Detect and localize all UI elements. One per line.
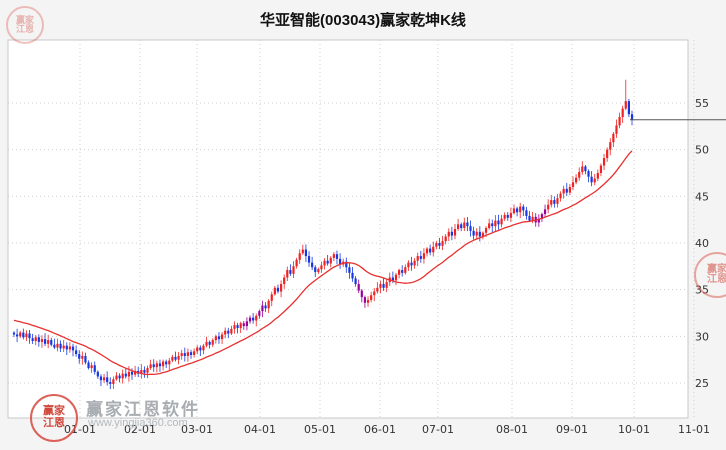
watermark-stamp-text: 赢家: [707, 263, 726, 275]
watermark-stamp-right-icon: 赢家 江恩: [694, 252, 726, 298]
svg-text:03-01: 03-01: [181, 423, 213, 436]
svg-text:06-01: 06-01: [364, 423, 396, 436]
svg-text:07-01: 07-01: [422, 423, 454, 436]
svg-text:05-01: 05-01: [304, 423, 336, 436]
watermark-stamp-text: 江恩: [43, 417, 65, 429]
svg-text:02-01: 02-01: [124, 423, 156, 436]
watermark-stamp-top-left-icon: 赢家 江恩: [6, 6, 44, 44]
svg-text:04-01: 04-01: [244, 423, 276, 436]
watermark-brand-text: 赢家江恩软件: [86, 400, 200, 419]
watermark-stamp-text: 江恩: [707, 274, 726, 285]
watermark-stamp-text: 江恩: [15, 24, 34, 34]
svg-text:45: 45: [695, 190, 709, 203]
watermark-stamp-text: 赢家: [43, 405, 65, 418]
svg-text:55: 55: [695, 97, 709, 110]
svg-text:30: 30: [695, 330, 709, 343]
svg-text:11-01: 11-01: [678, 423, 710, 436]
watermark-stamp-text: 赢家: [15, 14, 34, 25]
svg-text:40: 40: [695, 237, 709, 250]
watermark-url-text: www.yingjia360.com: [88, 417, 188, 429]
svg-text:50: 50: [695, 144, 709, 157]
chart-title: 华亚智能(003043)赢家乾坤K线: [260, 12, 466, 29]
svg-text:09-01: 09-01: [556, 423, 588, 436]
svg-text:25: 25: [695, 377, 709, 390]
svg-text:10-01: 10-01: [618, 423, 650, 436]
svg-text:08-01: 08-01: [496, 423, 528, 436]
watermark-stamp-bottom-left-icon: 赢家 江恩: [30, 394, 78, 442]
